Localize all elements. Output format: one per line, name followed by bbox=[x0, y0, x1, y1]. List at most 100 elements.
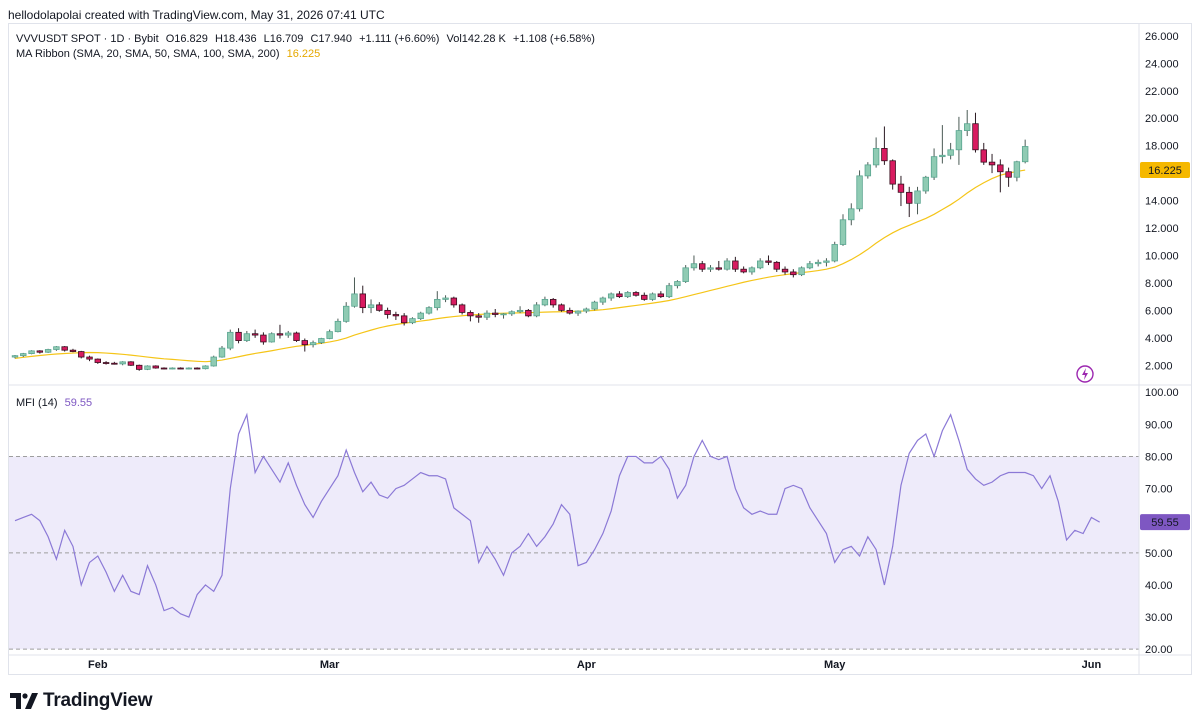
candle-body bbox=[715, 267, 722, 270]
mfi-pane bbox=[9, 412, 1139, 650]
candle-down bbox=[790, 269, 797, 278]
candle-body bbox=[872, 148, 880, 166]
candle-up bbox=[1013, 160, 1021, 182]
candle-body bbox=[831, 244, 838, 262]
candle-up bbox=[922, 175, 929, 194]
time-tick-label: May bbox=[824, 659, 846, 671]
candle-up bbox=[757, 258, 764, 270]
candle-body bbox=[210, 356, 217, 367]
candle-up bbox=[483, 310, 491, 320]
candle-down bbox=[400, 313, 408, 326]
candle-body bbox=[169, 367, 176, 370]
candle-up bbox=[243, 330, 251, 342]
candle-up bbox=[326, 329, 333, 340]
candle-body bbox=[359, 293, 366, 309]
candle-down bbox=[781, 266, 789, 275]
candle-down bbox=[550, 298, 557, 308]
candle-down bbox=[392, 311, 400, 320]
candle-body bbox=[1013, 161, 1021, 178]
candle-down bbox=[94, 358, 101, 364]
mfi-tick-label: 30.00 bbox=[1145, 612, 1173, 624]
candle-body bbox=[765, 260, 772, 263]
candle-body bbox=[78, 351, 85, 358]
candle-down bbox=[36, 350, 44, 354]
candle-down bbox=[61, 346, 68, 352]
candle-body bbox=[94, 358, 101, 363]
candle-up bbox=[210, 355, 217, 367]
candle-body bbox=[467, 312, 474, 317]
candle-down bbox=[988, 153, 996, 174]
candle-body bbox=[823, 260, 830, 263]
candle-up bbox=[434, 291, 441, 311]
candle-body bbox=[400, 315, 408, 324]
candle-up bbox=[839, 214, 847, 246]
candle-body bbox=[665, 285, 673, 298]
price-axis: 2.000 4.000 6.000 8.000 10.000 12.000 14.000 16… bbox=[9, 24, 1191, 674]
candle-down bbox=[293, 331, 300, 342]
candle-up bbox=[599, 296, 607, 305]
candle-body bbox=[251, 333, 259, 336]
candle-body bbox=[955, 130, 963, 151]
candle-body bbox=[202, 365, 209, 370]
candle-body bbox=[574, 310, 582, 314]
candle-body bbox=[185, 367, 193, 370]
ma-legend: MA Ribbon (SMA, 20, SMA, 50, SMA, 100, S… bbox=[16, 48, 324, 60]
candle-body bbox=[616, 293, 623, 298]
candle-down bbox=[492, 309, 499, 318]
candle-body bbox=[235, 331, 242, 341]
candle-body bbox=[964, 123, 971, 131]
candle-body bbox=[607, 293, 615, 299]
candle-up bbox=[748, 266, 756, 275]
candle-up bbox=[723, 258, 731, 271]
chart-frame[interactable]: 2.000 4.000 6.000 8.000 10.000 12.000 14.000 16… bbox=[8, 23, 1192, 675]
candle-down bbox=[276, 324, 284, 339]
candle-body bbox=[516, 309, 524, 313]
tradingview-logo[interactable]: TradingView bbox=[10, 690, 153, 712]
candle-up bbox=[823, 258, 830, 267]
candle-down bbox=[301, 338, 308, 352]
candle-up bbox=[11, 354, 19, 359]
mfi-tick-label: 70.00 bbox=[1145, 484, 1173, 496]
candle-body bbox=[790, 271, 797, 276]
candle-body bbox=[798, 267, 805, 276]
candle-down bbox=[773, 260, 780, 272]
candle-body bbox=[682, 267, 689, 282]
candle-body bbox=[848, 208, 855, 221]
candle-body bbox=[972, 123, 979, 151]
mfi-tick-label: 50.00 bbox=[1145, 548, 1173, 560]
candle-body bbox=[458, 304, 466, 313]
candle-body bbox=[492, 312, 499, 315]
candle-down bbox=[475, 313, 482, 323]
candle-body bbox=[657, 293, 665, 298]
chart-canvas[interactable]: 2.000 4.000 6.000 8.000 10.000 12.000 14.000 16… bbox=[9, 24, 1191, 674]
candle-body bbox=[367, 304, 375, 309]
candle-up bbox=[53, 346, 60, 351]
candle-body bbox=[930, 156, 938, 178]
candle-down bbox=[632, 291, 640, 297]
candle-down bbox=[972, 112, 979, 153]
candle-body bbox=[309, 342, 317, 346]
lightning-icon[interactable] bbox=[1076, 365, 1094, 383]
candle-body bbox=[641, 294, 648, 300]
candle-down bbox=[699, 260, 706, 272]
candle-down bbox=[641, 292, 648, 301]
candle-up bbox=[649, 292, 656, 301]
price-tick-label: 8.000 bbox=[1145, 278, 1173, 290]
candle-body bbox=[897, 183, 905, 193]
candle-body bbox=[591, 301, 598, 310]
candle-up bbox=[964, 109, 971, 137]
candle-body bbox=[881, 148, 888, 162]
candle-body bbox=[53, 346, 60, 350]
price-tick-label: 24.000 bbox=[1145, 58, 1179, 70]
candle-down bbox=[566, 307, 573, 315]
candle-body bbox=[342, 305, 350, 322]
candle-body bbox=[409, 318, 416, 324]
candle-up bbox=[814, 259, 822, 267]
candle-body bbox=[889, 160, 896, 185]
candle-up bbox=[798, 266, 805, 277]
candle-up bbox=[508, 310, 515, 316]
symbol-name: VVVUSDT SPOT · 1D · Bybit bbox=[16, 33, 159, 45]
price-tick-label: 20.000 bbox=[1145, 113, 1179, 125]
candle-body bbox=[44, 349, 52, 353]
candle-body bbox=[442, 297, 449, 300]
